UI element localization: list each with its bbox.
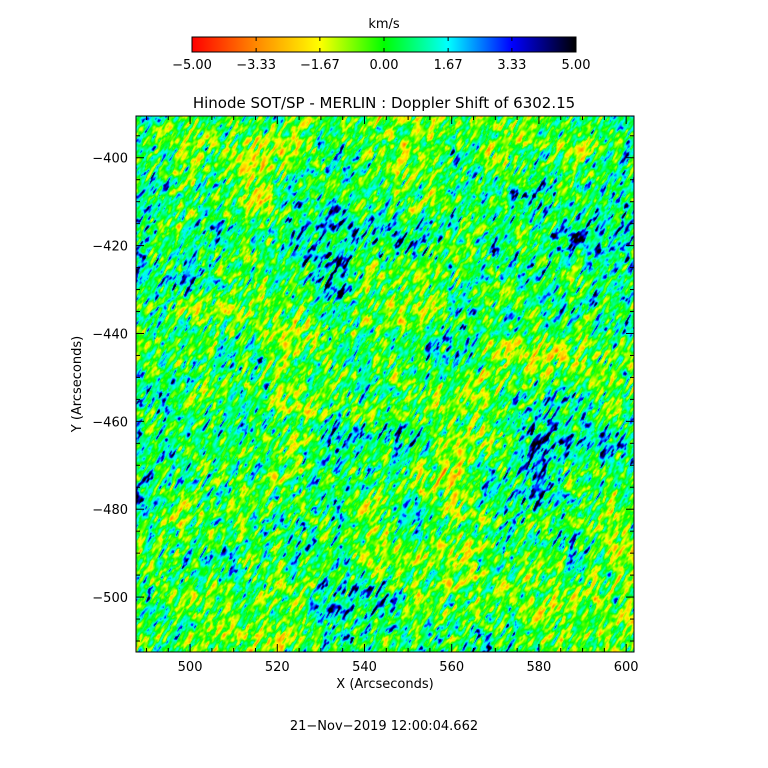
y-tick-label: −440 bbox=[92, 327, 128, 342]
x-axis: 500 520 540 560 580 600 bbox=[145, 116, 639, 675]
y-tick-label: −400 bbox=[92, 152, 128, 167]
colorbar-tick-label: −3.33 bbox=[236, 58, 276, 73]
x-tick-label: 540 bbox=[352, 660, 377, 675]
x-tick-label: 580 bbox=[527, 660, 552, 675]
y-tick-label: −500 bbox=[92, 591, 128, 606]
plot-frame bbox=[135, 115, 635, 653]
x-tick-label: 560 bbox=[439, 660, 464, 675]
doppler-field-image bbox=[136, 116, 634, 652]
y-axis: −400 −420 −440 −460 −480 −500 bbox=[92, 135, 634, 642]
x-axis-label: X (Arcseconds) bbox=[336, 677, 433, 692]
x-tick-label: 500 bbox=[178, 660, 203, 675]
colorbar-ticks: −5.00 −3.33 −1.67 0.00 1.67 3.33 5.00 bbox=[172, 37, 590, 73]
x-tick-label: 600 bbox=[614, 660, 639, 675]
timestamp: 21−Nov−2019 12:00:04.662 bbox=[290, 719, 478, 734]
colorbar-tick-label: 3.33 bbox=[497, 58, 526, 73]
x-tick-label: 520 bbox=[265, 660, 290, 675]
colorbar-tick-label: −5.00 bbox=[172, 58, 212, 73]
colorbar-tick-label: 1.67 bbox=[434, 58, 463, 73]
colorbar-tick-label: −1.67 bbox=[300, 58, 340, 73]
doppler-heatmap bbox=[136, 116, 634, 652]
colorbar-tick-label: 5.00 bbox=[562, 58, 591, 73]
y-tick-label: −480 bbox=[92, 503, 128, 518]
y-axis-label: Y (Arcseconds) bbox=[70, 336, 85, 433]
colorbar-tick-label: 0.00 bbox=[370, 58, 399, 73]
y-tick-label: −420 bbox=[92, 240, 128, 255]
colorbar-unit-label: km/s bbox=[368, 17, 400, 32]
chart-title: Hinode SOT/SP - MERLIN : Doppler Shift o… bbox=[193, 94, 575, 112]
y-tick-label: −460 bbox=[92, 415, 128, 430]
